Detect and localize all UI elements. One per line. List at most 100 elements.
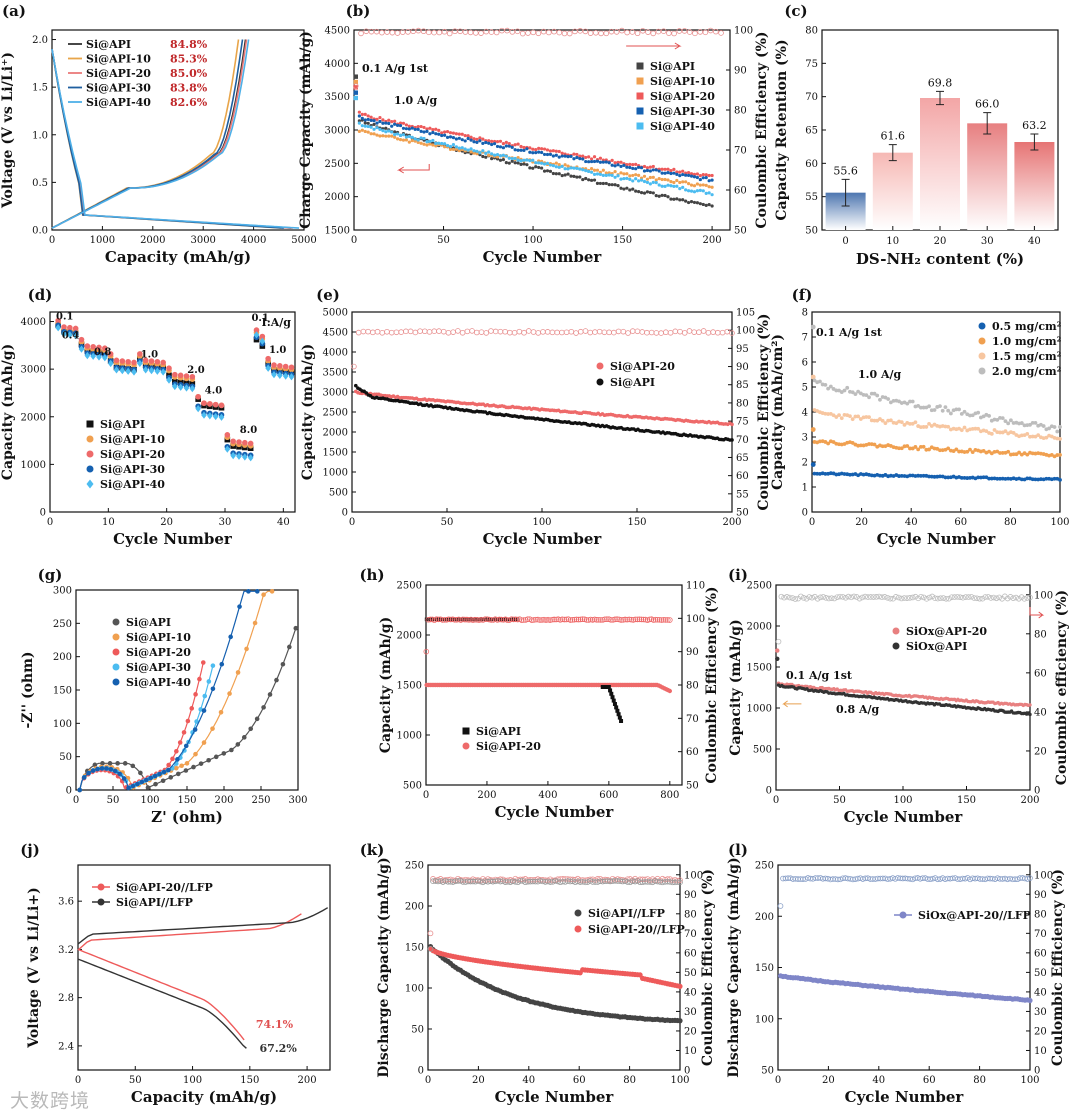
capacity-point — [1030, 434, 1035, 439]
capacity-point — [692, 184, 697, 188]
capacity-point — [678, 174, 682, 178]
rate-point — [242, 439, 248, 446]
y2-tick-label: 100 — [686, 614, 705, 625]
rate-point — [148, 366, 155, 375]
rate-point — [55, 324, 61, 332]
capacity-point — [899, 474, 904, 478]
y2-tick-label: 90 — [734, 66, 747, 77]
capacity-point — [628, 162, 632, 166]
first-cycle-point — [353, 85, 358, 90]
ce-point — [543, 617, 549, 623]
ce-point — [976, 595, 983, 602]
capacity-point — [592, 178, 597, 182]
capacity-point — [375, 126, 379, 130]
capacity-point — [445, 143, 450, 148]
ce-point — [952, 875, 958, 881]
ce-point — [1018, 594, 1025, 600]
capacity-point — [872, 418, 877, 423]
capacity-point — [954, 447, 959, 452]
ce-point — [1012, 876, 1018, 882]
ce-point — [478, 30, 484, 36]
capacity-point — [899, 420, 904, 425]
ce-point — [515, 617, 519, 622]
capacity-point — [880, 444, 885, 449]
ice-value-label: 83.8% — [170, 82, 208, 95]
capacity-point — [428, 142, 432, 146]
bar-20 — [920, 98, 960, 230]
y-tick-label: 75 — [805, 59, 818, 70]
ce-point — [828, 595, 835, 601]
ce-point — [568, 328, 575, 335]
ce-point — [552, 878, 559, 884]
capacity-point — [908, 421, 912, 426]
plot-frame — [51, 29, 305, 231]
capacity-point — [457, 132, 461, 136]
capacity-point — [366, 130, 370, 134]
ce-point — [912, 593, 919, 600]
capacity-point — [625, 165, 629, 169]
x-tick-label: 80 — [1004, 517, 1017, 528]
capacity-point — [611, 698, 616, 703]
ce-point — [884, 876, 891, 882]
ce-point — [510, 616, 517, 623]
impedance-point — [213, 754, 219, 760]
ce-point — [686, 29, 693, 35]
capacity-point — [607, 173, 611, 177]
rate-point — [55, 317, 61, 324]
y2-tick-label: 40 — [684, 987, 697, 998]
x-axis-label: Cycle Number — [113, 530, 233, 548]
capacity-point — [548, 169, 553, 173]
capacity-point — [839, 416, 844, 421]
capacity-point — [878, 417, 882, 421]
x-tick-label: 0 — [842, 236, 848, 247]
capacity-point — [918, 425, 923, 429]
impedance-point — [237, 604, 242, 609]
ce-point — [1013, 594, 1019, 601]
ce-point — [436, 29, 443, 36]
y2-tick-label: 80 — [684, 909, 697, 920]
x-axis-label: Cycle Number — [495, 1088, 615, 1106]
y-axis-label: Capacity (mAh/g) — [728, 619, 744, 755]
capacity-point — [615, 708, 620, 713]
ce-point — [835, 876, 841, 883]
ce-point — [577, 328, 584, 335]
legend-label: Si@API — [86, 38, 131, 51]
capacity-point — [645, 166, 650, 170]
ce-point — [644, 329, 650, 336]
legend-label: Si@API-10 — [126, 631, 191, 644]
capacity-point — [601, 181, 605, 186]
ce-point — [697, 29, 703, 35]
capacity-point — [419, 141, 423, 145]
capacity-point — [357, 129, 361, 133]
capacity-point — [692, 190, 697, 194]
capacity-point — [475, 140, 479, 144]
capacity-point — [460, 146, 464, 150]
y-axis-label: Capacity (mAh/g) — [300, 344, 316, 480]
capacity-point — [701, 183, 705, 187]
impedance-point — [210, 726, 215, 731]
ce-point — [915, 595, 922, 602]
rate-point — [102, 354, 108, 362]
ce-point — [587, 616, 594, 623]
ce-point — [909, 876, 916, 883]
capacity-point — [416, 127, 420, 131]
capacity-point — [657, 176, 661, 181]
ce-point — [450, 879, 456, 885]
y2-tick-label: 70 — [686, 714, 699, 725]
capacity-point — [608, 688, 613, 693]
ce-point — [922, 875, 929, 881]
capacity-point — [563, 163, 567, 167]
legend-label: Si@API-20 — [86, 67, 151, 80]
capacity-point — [818, 439, 822, 444]
panel-label: (h) — [359, 566, 384, 584]
legend-label: Si@API — [610, 376, 655, 389]
capacity-point — [672, 180, 676, 185]
capacity-point — [378, 115, 382, 120]
capacity-point — [610, 158, 614, 162]
capacity-point — [631, 173, 635, 178]
ce-point — [840, 594, 846, 600]
panel-h: (h)0 200 400 600 800500100015002000250050607… — [359, 566, 720, 821]
ce-point — [809, 594, 815, 601]
capacity-point — [443, 145, 447, 149]
impedance-point — [135, 781, 140, 787]
